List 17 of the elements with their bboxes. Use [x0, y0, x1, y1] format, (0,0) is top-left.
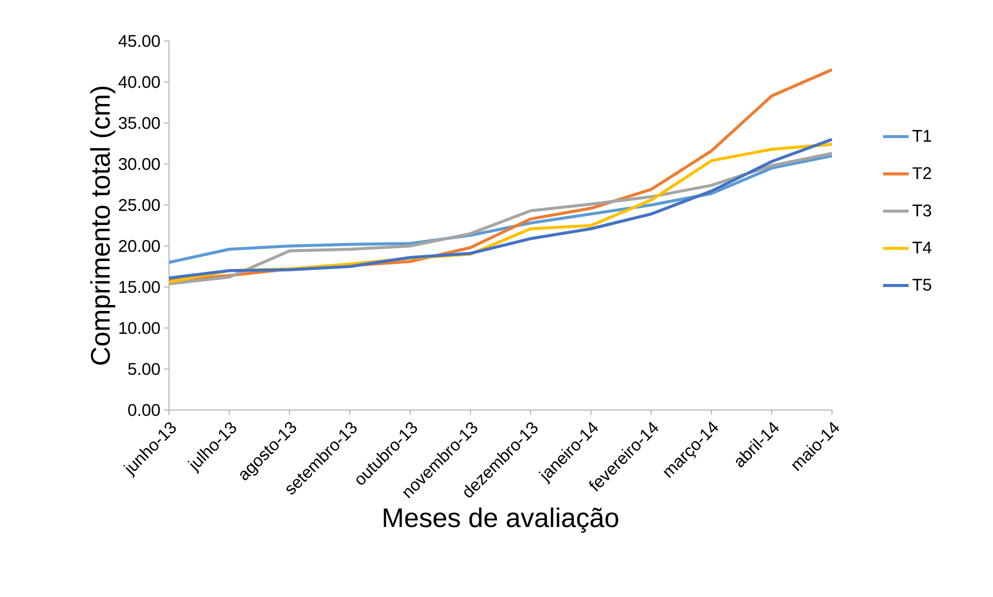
y-tick-label: 30.00: [118, 158, 160, 170]
y-tick-label: 15.00: [119, 280, 160, 293]
y-axis-title: Comprimento total (cm): [90, 86, 116, 365]
y-tick-label: 40.00: [118, 76, 160, 88]
y-tick-label: 25.00: [118, 198, 160, 211]
legend-label: T5: [912, 278, 932, 291]
legend-label: T4: [912, 242, 932, 254]
y-tick-label: 45.00: [118, 34, 160, 47]
y-tick-label: 0.00: [128, 404, 160, 416]
y-tick-label: 5.00: [128, 362, 160, 375]
y-tick-label: 35.00: [118, 116, 160, 129]
x-axis-title: Meses de avaliação: [384, 508, 618, 533]
y-tick-label: 20.00: [118, 240, 160, 252]
legend-label: T2: [912, 167, 932, 179]
legend-label: T1: [912, 130, 932, 142]
y-tick-label: 10.00: [119, 322, 160, 334]
legend-label: T3: [912, 204, 932, 216]
